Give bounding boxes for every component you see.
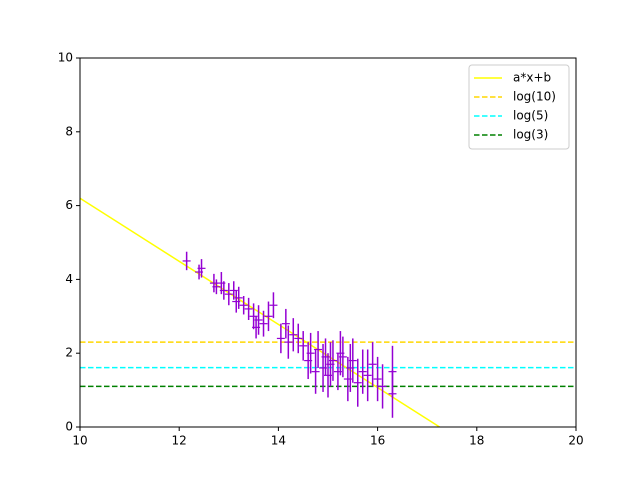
- legend-label: log(3): [513, 128, 548, 142]
- x-tick-label: 10: [72, 434, 87, 448]
- y-tick-label: 10: [58, 51, 73, 65]
- y-tick-label: 0: [65, 420, 73, 434]
- x-tick-label: 14: [271, 434, 286, 448]
- legend-label: a*x+b: [513, 71, 551, 85]
- legend-label: log(5): [513, 109, 548, 123]
- axes-frame: [79, 57, 577, 428]
- x-tick-label: 12: [172, 434, 187, 448]
- y-tick-label: 4: [65, 272, 73, 286]
- x-tick-label: 16: [370, 434, 385, 448]
- x-tick-label: 20: [568, 434, 583, 448]
- legend-label: log(10): [513, 90, 556, 104]
- y-tick-label: 8: [65, 124, 73, 138]
- y-tick-label: 6: [65, 198, 73, 212]
- y-tick-label: 2: [65, 346, 73, 360]
- legend-box: [468, 64, 570, 150]
- fit-line: [80, 197, 441, 427]
- plot-area: [80, 197, 576, 427]
- x-tick-label: 18: [469, 434, 484, 448]
